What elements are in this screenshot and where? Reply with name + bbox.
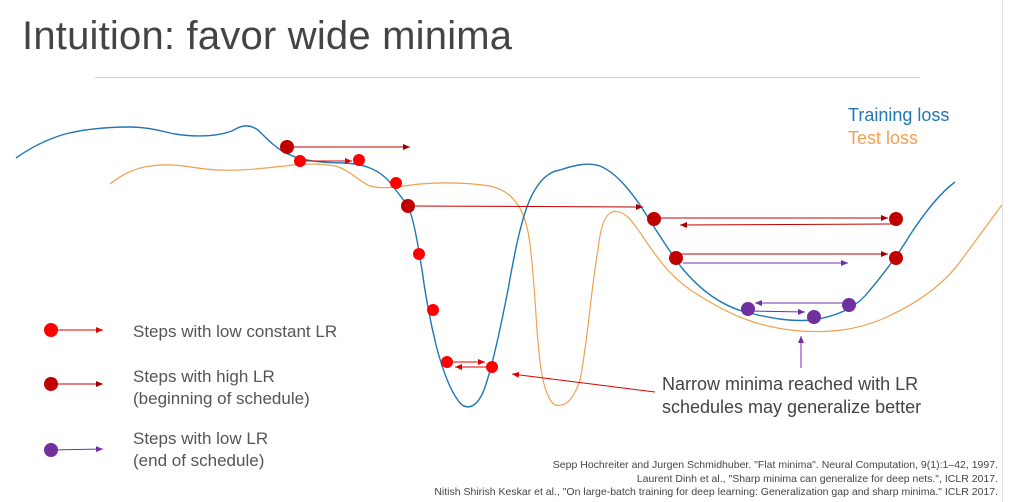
key-low-lr-arrow: [50, 446, 104, 453]
low-lr-point-6: [441, 356, 453, 368]
reference-3: Nitish Shirish Keskar et al., "On large-…: [434, 486, 998, 498]
low-lr-point-3: [390, 177, 402, 189]
legend-training-loss: Training loss: [848, 105, 950, 125]
narrow-minima-note: Narrow minima reached with LR schedules …: [662, 373, 921, 419]
low-lr-point-7: [486, 361, 498, 373]
high-lr-step-4: [679, 221, 897, 228]
key-low-lr-line2: (end of schedule): [133, 451, 265, 470]
key-high-lr-line2: (beginning of schedule): [133, 389, 310, 408]
legend-test-loss: Test loss: [848, 128, 919, 148]
training-loss-curve: [15, 125, 956, 408]
references: Sepp Hochreiter and Jurgen Schmidhuber. …: [434, 459, 998, 500]
key-low-lr-dot: [44, 443, 58, 457]
key-high-lr-dot: [44, 377, 58, 391]
low-lr-point-1: [294, 155, 306, 167]
reference-2: Laurent Dinh et al., "Sharp minima can g…: [636, 472, 998, 485]
high-lr-point-6: [889, 251, 903, 265]
key-low-constant-dot: [44, 323, 58, 337]
narrow-minimum-pointer: [511, 371, 656, 393]
high-lr-point-4: [889, 212, 903, 226]
key-low-lr-label: Steps with low LR (end of schedule): [133, 428, 268, 472]
high-lr-point-5: [669, 251, 683, 265]
key-high-lr-label: Steps with high LR (beginning of schedul…: [133, 366, 310, 410]
key-high-lr-line1: Steps with high LR: [133, 367, 275, 386]
note-line1: Narrow minima reached with LR: [662, 374, 919, 394]
high-lr-step-2: [407, 203, 644, 210]
end-lr-point-2: [842, 298, 856, 312]
high-lr-point-3: [647, 212, 661, 226]
end-lr-step-3: [747, 308, 806, 315]
high-lr-point-2: [401, 199, 415, 213]
key-low-constant-label: Steps with low constant LR: [133, 322, 338, 341]
end-lr-point-1: [741, 302, 755, 316]
low-lr-point-4: [413, 248, 425, 260]
note-line2: schedules may generalize better: [662, 397, 922, 417]
low-lr-point-5: [427, 304, 439, 316]
reference-1: Sepp Hochreiter and Jurgen Schmidhuber. …: [552, 459, 998, 471]
slide-title: Intuition: favor wide minima: [22, 14, 513, 58]
high-lr-point-1: [280, 140, 294, 154]
end-lr-point-3: [807, 310, 821, 324]
slide-edge: [1002, 0, 1003, 502]
title-divider: [95, 77, 920, 78]
key-low-lr-line1: Steps with low LR: [133, 429, 269, 448]
low-lr-point-2: [353, 154, 365, 166]
